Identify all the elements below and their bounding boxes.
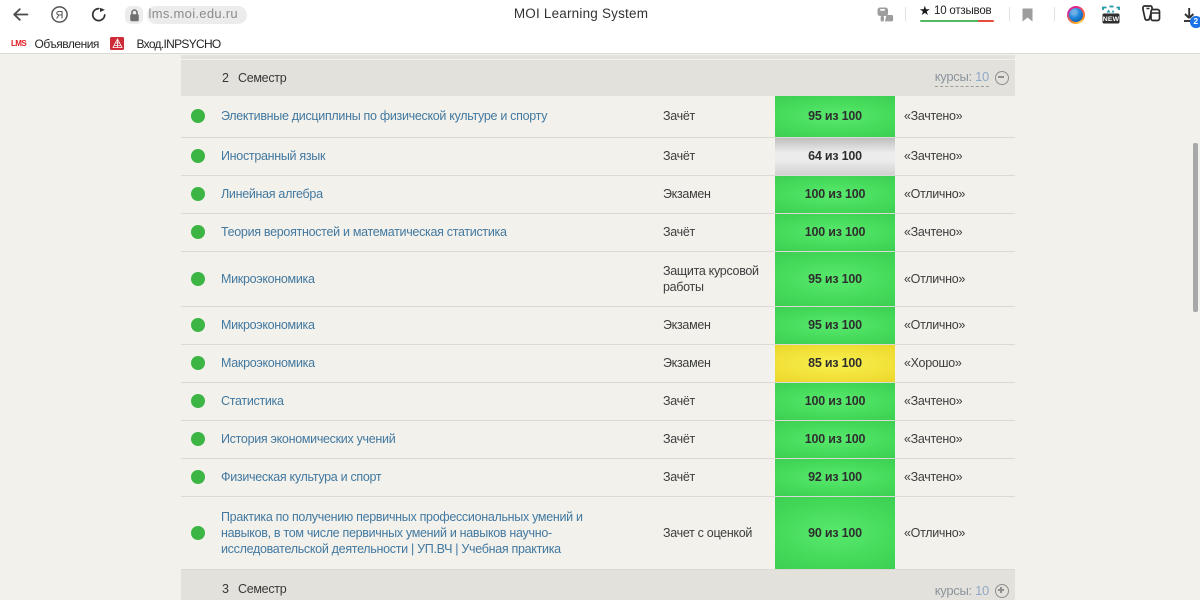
svg-text:NEW: NEW — [1103, 16, 1120, 23]
svg-text:Я: Я — [56, 10, 64, 22]
